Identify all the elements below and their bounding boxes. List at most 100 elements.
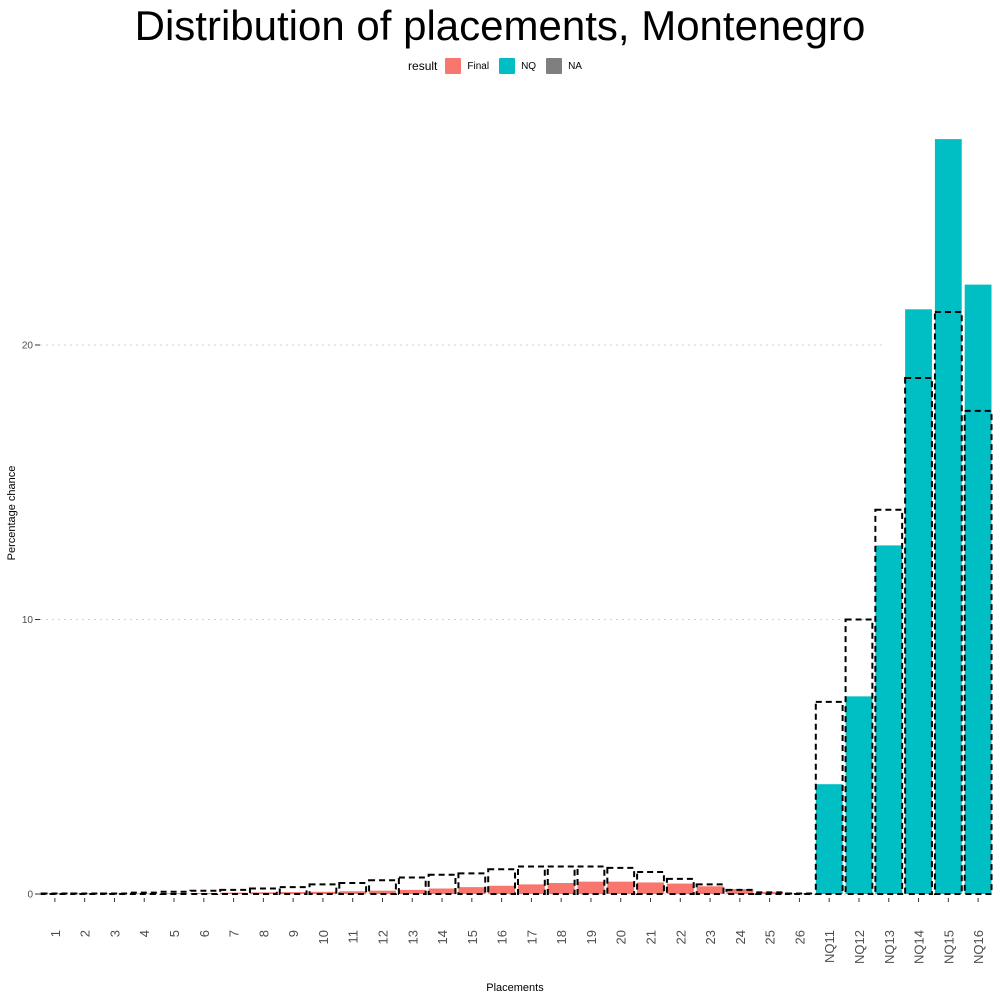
reference-outlines <box>40 311 993 896</box>
x-axis-title: Placements <box>486 982 544 994</box>
bar-23 <box>696 886 724 894</box>
x-tick-label-14: 14 <box>435 930 450 944</box>
gridlines <box>40 344 883 895</box>
legend-swatch-nq <box>499 58 516 74</box>
reference-bar-5 <box>159 890 189 896</box>
bar-24 <box>726 889 754 894</box>
bar-16 <box>488 885 516 894</box>
reference-bar-NQ11 <box>814 700 844 895</box>
x-tick-label-21: 21 <box>644 930 659 944</box>
x-tick-label-NQ14: NQ14 <box>912 930 927 964</box>
x-tick-label-8: 8 <box>256 930 271 937</box>
legend-label-final: Final <box>467 60 490 72</box>
y-axis-title: Percentage chance <box>6 466 18 561</box>
bar-20 <box>607 881 635 894</box>
x-tick-label-13: 13 <box>405 930 420 944</box>
bar-10 <box>309 891 337 894</box>
reference-bar-2 <box>70 892 100 895</box>
legend-swatch-na <box>546 58 563 74</box>
x-tick-label-19: 19 <box>584 930 599 944</box>
y-tick-label-20: 20 <box>22 341 34 352</box>
bars <box>41 139 992 894</box>
reference-bar-NQ13 <box>874 508 904 895</box>
y-tick-label-10: 10 <box>22 615 34 626</box>
reference-bar-4 <box>129 891 159 896</box>
x-tick-label-15: 15 <box>465 930 480 944</box>
reference-bar-20 <box>606 866 636 895</box>
y-tick-label-0: 0 <box>27 890 33 901</box>
bar-NQ12 <box>845 696 873 894</box>
reference-bar-12 <box>368 879 397 896</box>
bar-15 <box>458 887 486 894</box>
legend-item-nq: NQ <box>499 58 536 74</box>
reference-bar-18 <box>546 865 576 895</box>
x-tick-label-22: 22 <box>673 930 688 944</box>
reference-bar-NQ15 <box>933 311 963 895</box>
legend-label-nq: NQ <box>521 60 537 72</box>
x-tick-label-12: 12 <box>375 930 390 944</box>
reference-bar-17 <box>516 865 546 895</box>
x-tick-label-11: 11 <box>346 930 361 944</box>
bar-NQ11 <box>815 784 843 894</box>
reference-bar-13 <box>397 876 427 896</box>
x-tick-label-9: 9 <box>286 930 301 937</box>
reference-bar-23 <box>695 883 725 896</box>
reference-bar-22 <box>665 877 695 896</box>
x-tick-label-NQ12: NQ12 <box>852 930 867 964</box>
x-tick-label-23: 23 <box>703 930 718 944</box>
chart-title: Distribution of placements, Montenegro <box>134 2 866 49</box>
x-tick-label-4: 4 <box>137 930 152 937</box>
legend-item-na: NA <box>546 58 582 74</box>
x-tick-label-5: 5 <box>167 930 182 937</box>
x-tick-label-24: 24 <box>733 930 748 944</box>
x-tick-label-16: 16 <box>495 930 510 944</box>
reference-bar-19 <box>576 865 606 895</box>
bar-18 <box>547 883 575 894</box>
reference-bar-NQ14 <box>904 376 933 895</box>
x-tick-label-NQ11: NQ11 <box>822 930 837 963</box>
x-tick-label-20: 20 <box>614 930 629 944</box>
x-tick-label-10: 10 <box>316 930 331 944</box>
bar-12 <box>369 890 396 894</box>
reference-bar-16 <box>487 868 517 895</box>
bar-21 <box>637 882 664 894</box>
x-tick-label-17: 17 <box>524 930 539 944</box>
reference-bar-10 <box>308 883 338 896</box>
x-tick-label-7: 7 <box>227 930 242 937</box>
reference-bar-25 <box>755 891 785 896</box>
reference-bar-14 <box>427 873 457 895</box>
reference-bar-7 <box>219 888 248 896</box>
bar-NQ15 <box>934 139 962 894</box>
bar-19 <box>577 881 605 894</box>
x-tick-label-NQ15: NQ15 <box>941 930 956 964</box>
legend-label-na: NA <box>568 60 582 72</box>
reference-bar-26 <box>785 892 814 895</box>
x-tick-label-26: 26 <box>792 930 807 944</box>
reference-bar-NQ12 <box>844 618 874 895</box>
x-tick-label-NQ16: NQ16 <box>971 930 986 964</box>
bar-13 <box>398 889 426 894</box>
x-tick-label-NQ13: NQ13 <box>882 930 897 964</box>
x-tick-label-25: 25 <box>763 930 778 944</box>
reference-bar-6 <box>189 889 219 895</box>
bar-14 <box>428 888 456 894</box>
bar-22 <box>666 883 694 894</box>
bar-11 <box>339 891 367 894</box>
x-tick-label-18: 18 <box>554 930 569 944</box>
reference-bar-24 <box>725 888 755 896</box>
bar-NQ13 <box>875 545 903 894</box>
x-tick-label-2: 2 <box>78 930 93 937</box>
reference-bar-11 <box>338 882 368 896</box>
x-tick-label-3: 3 <box>107 930 122 937</box>
reference-bar-15 <box>457 872 487 895</box>
reference-bar-NQ16 <box>963 409 993 895</box>
x-tick-label-6: 6 <box>197 930 212 937</box>
legend-item-final: Final <box>445 58 489 74</box>
bar-9 <box>279 892 307 894</box>
bar-NQ16 <box>964 284 992 894</box>
x-tick-label-1: 1 <box>48 930 63 937</box>
legend-title: result <box>408 59 438 73</box>
bar-NQ14 <box>905 309 932 894</box>
